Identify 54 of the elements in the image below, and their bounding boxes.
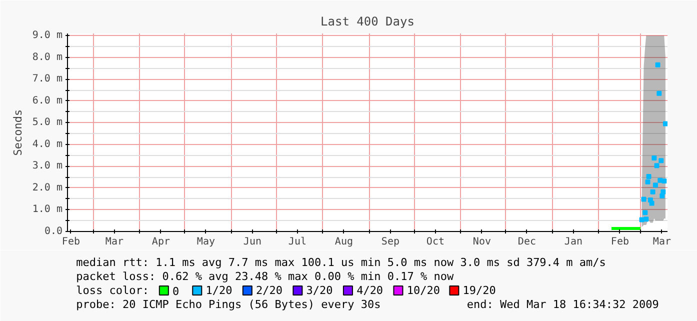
x-tick-label: Apr [152, 236, 170, 248]
text: probe: 20 ICMP Echo Pings (56 Bytes) every 30s [76, 298, 381, 311]
legend-label: 2/20 [256, 284, 283, 297]
point [658, 158, 664, 164]
point [642, 210, 648, 216]
x-tick-label: Sep [381, 236, 400, 248]
point [650, 189, 656, 194]
x-tick-label: Mar [105, 236, 124, 248]
point [652, 155, 657, 160]
x-tick-label: May [196, 236, 215, 248]
text: packet loss: 0.62 % avg 23.48 % max 0.00 % min 0.17 % now [76, 270, 454, 283]
point [649, 200, 654, 206]
x-tick-label: Nov [472, 236, 491, 248]
x-tick-label: Jul [288, 236, 306, 248]
y-axis-title: Seconds [11, 109, 24, 156]
point [662, 178, 667, 184]
y-tick-label: 6.0 m [32, 95, 63, 106]
legend-label: 0 [172, 285, 180, 298]
point [646, 174, 652, 179]
text: end: Wed Mar 18 16:34:32 2009 [466, 298, 659, 311]
legend-label: 1/20 [206, 284, 232, 297]
y-tick-label: 2.0 m [32, 182, 63, 194]
y-tick-label: 3.0 m [32, 160, 63, 172]
y-tick-label: 7.0 m [32, 74, 63, 85]
legend-label: 10/20 [406, 284, 440, 297]
y-tick-label: 1.0 m [32, 204, 63, 216]
y-tick-label: 5.0 m [32, 117, 63, 128]
point [641, 196, 646, 202]
x-tick-label: Mar [652, 236, 671, 248]
x-tick-label: Dec [518, 236, 536, 248]
x-tick-label: Oct [426, 236, 444, 248]
point [655, 62, 660, 68]
point [644, 216, 649, 222]
x-tick-label: Jun [243, 236, 262, 248]
y-tick-label: 9.0 m [32, 30, 63, 42]
point [652, 182, 658, 188]
legend-label: 3/20 [306, 284, 333, 297]
point [662, 121, 668, 126]
y-tick-label: 0.0 [44, 226, 62, 237]
chart-title: Last 400 Days [320, 14, 414, 28]
x-tick-label: Aug [334, 236, 353, 248]
legend-label: 19/20 [462, 284, 496, 297]
text: median rtt: 1.1 ms avg 7.7 ms max 100.1 us min 5.0 ms now 3.0 ms sd 379.4 m am/s [76, 256, 606, 269]
point [645, 179, 650, 184]
point [656, 90, 662, 96]
legend-label: 4/20 [356, 284, 384, 297]
legend-title: loss color: [76, 284, 149, 297]
x-tick-label: Jan [564, 236, 582, 248]
y-tick-label: 8.0 m [32, 52, 63, 63]
x-tick-label: Feb [62, 236, 80, 248]
y-tick-label: 4.0 m [32, 138, 63, 150]
point [654, 163, 660, 168]
point [660, 189, 666, 194]
x-tick-label: Feb [610, 236, 629, 248]
